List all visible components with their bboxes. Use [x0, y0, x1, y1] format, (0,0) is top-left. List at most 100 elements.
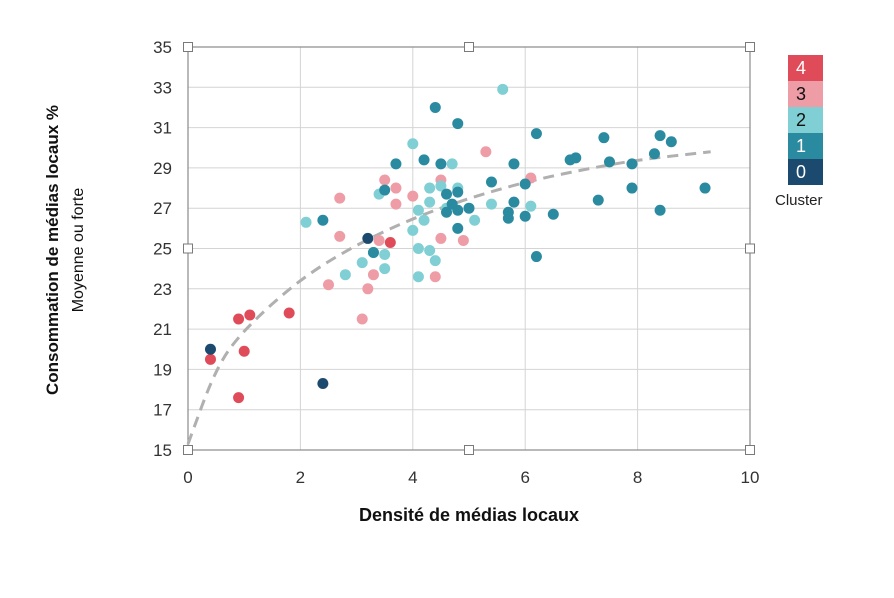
- point-cluster-3: [356, 313, 368, 325]
- point-cluster-4: [384, 236, 396, 248]
- point-cluster-1: [654, 204, 666, 216]
- y-tick-label: 29: [153, 159, 172, 178]
- point-cluster-1: [648, 148, 660, 160]
- point-cluster-2: [339, 269, 351, 281]
- point-cluster-2: [379, 263, 391, 275]
- point-cluster-1: [519, 178, 531, 190]
- point-cluster-1: [367, 247, 379, 259]
- resize-handle[interactable]: [745, 243, 755, 254]
- point-cluster-3: [379, 174, 391, 186]
- point-cluster-2: [412, 204, 424, 216]
- point-cluster-1: [485, 176, 497, 188]
- data-points: [204, 83, 711, 404]
- y-tick-label: 19: [153, 360, 172, 379]
- legend-swatch-3: [788, 81, 823, 107]
- point-cluster-3: [480, 146, 492, 158]
- point-cluster-1: [418, 154, 430, 166]
- resize-handle[interactable]: [464, 42, 474, 52]
- point-cluster-3: [323, 279, 334, 291]
- point-cluster-1: [626, 158, 638, 170]
- point-cluster-2: [525, 200, 537, 212]
- point-cluster-2: [412, 243, 424, 254]
- point-cluster-2: [485, 198, 497, 210]
- point-cluster-2: [424, 182, 436, 194]
- point-cluster-1: [570, 152, 582, 164]
- point-cluster-2: [407, 138, 419, 150]
- point-cluster-3: [334, 192, 346, 204]
- point-cluster-1: [530, 128, 542, 140]
- y-tick-labels: 15 17 19 21 23 25 27 29 31 33 35: [153, 38, 172, 460]
- y-axis-title-main: Consommation de médias locaux %: [43, 105, 62, 396]
- point-cluster-3: [457, 234, 469, 246]
- point-cluster-3: [362, 283, 374, 295]
- point-cluster-1: [598, 132, 610, 144]
- y-tick-label: 21: [153, 320, 172, 339]
- y-axis-title: Consommation de médias locaux % Moyenne …: [40, 60, 100, 440]
- resize-handle[interactable]: [183, 243, 193, 254]
- y-tick-label: 15: [153, 441, 172, 460]
- legend-label-2: 2: [796, 110, 807, 130]
- point-cluster-2: [497, 83, 509, 95]
- point-cluster-1: [502, 212, 514, 224]
- point-cluster-2: [412, 271, 424, 283]
- point-cluster-2: [356, 257, 368, 269]
- point-cluster-1: [452, 222, 464, 234]
- point-cluster-1: [452, 186, 464, 198]
- point-cluster-1: [530, 251, 542, 263]
- point-cluster-2: [379, 249, 391, 261]
- x-axis-title: Densité de médias locaux: [358, 505, 580, 525]
- point-cluster-1: [441, 206, 453, 218]
- point-cluster-1: [452, 204, 464, 216]
- selection-handles[interactable]: [183, 42, 755, 455]
- grid: [187, 46, 751, 451]
- resize-handle[interactable]: [745, 42, 755, 52]
- point-cluster-2: [424, 196, 436, 208]
- resize-handle[interactable]: [183, 445, 193, 455]
- legend-label-0: 0: [796, 162, 807, 182]
- y-tick-label: 23: [153, 280, 172, 299]
- legend-label-1: 1: [796, 136, 807, 156]
- point-cluster-3: [367, 269, 379, 281]
- trendline: [186, 150, 711, 445]
- point-cluster-3: [429, 271, 441, 283]
- y-tick-label: 25: [153, 240, 172, 259]
- point-cluster-1: [626, 182, 638, 194]
- point-cluster-4: [233, 392, 245, 404]
- resize-handle[interactable]: [183, 42, 193, 52]
- point-cluster-1: [429, 101, 441, 113]
- point-cluster-2: [469, 214, 481, 226]
- point-cluster-1: [519, 210, 531, 222]
- point-cluster-0: [362, 232, 374, 244]
- x-tick-label: 2: [296, 468, 305, 487]
- point-cluster-3: [435, 232, 447, 244]
- point-cluster-1: [508, 196, 520, 208]
- resize-handle[interactable]: [464, 445, 474, 455]
- point-cluster-3: [373, 234, 385, 246]
- point-cluster-2: [418, 214, 430, 226]
- resize-handle[interactable]: [745, 445, 755, 455]
- x-tick-label: 0: [183, 468, 192, 487]
- point-cluster-4: [204, 353, 216, 365]
- point-cluster-2: [300, 216, 312, 228]
- point-cluster-1: [435, 158, 447, 170]
- point-cluster-1: [592, 194, 604, 206]
- point-cluster-1: [390, 158, 402, 170]
- legend-swatch-4: [788, 55, 823, 81]
- point-cluster-1: [604, 156, 615, 168]
- point-cluster-4: [283, 307, 295, 319]
- point-cluster-3: [334, 230, 346, 242]
- point-cluster-4: [244, 309, 256, 321]
- point-cluster-1: [452, 118, 464, 130]
- point-cluster-1: [463, 202, 475, 214]
- x-tick-label: 10: [741, 468, 760, 487]
- point-cluster-3: [390, 182, 402, 194]
- point-cluster-2: [429, 255, 441, 267]
- point-cluster-2: [446, 158, 458, 170]
- x-tick-label: 8: [633, 468, 642, 487]
- point-cluster-1: [379, 184, 391, 196]
- y-tick-label: 17: [153, 401, 172, 420]
- point-cluster-4: [238, 345, 250, 357]
- y-axis-title-sub: Moyenne ou forte: [70, 187, 87, 313]
- point-cluster-1: [508, 158, 520, 170]
